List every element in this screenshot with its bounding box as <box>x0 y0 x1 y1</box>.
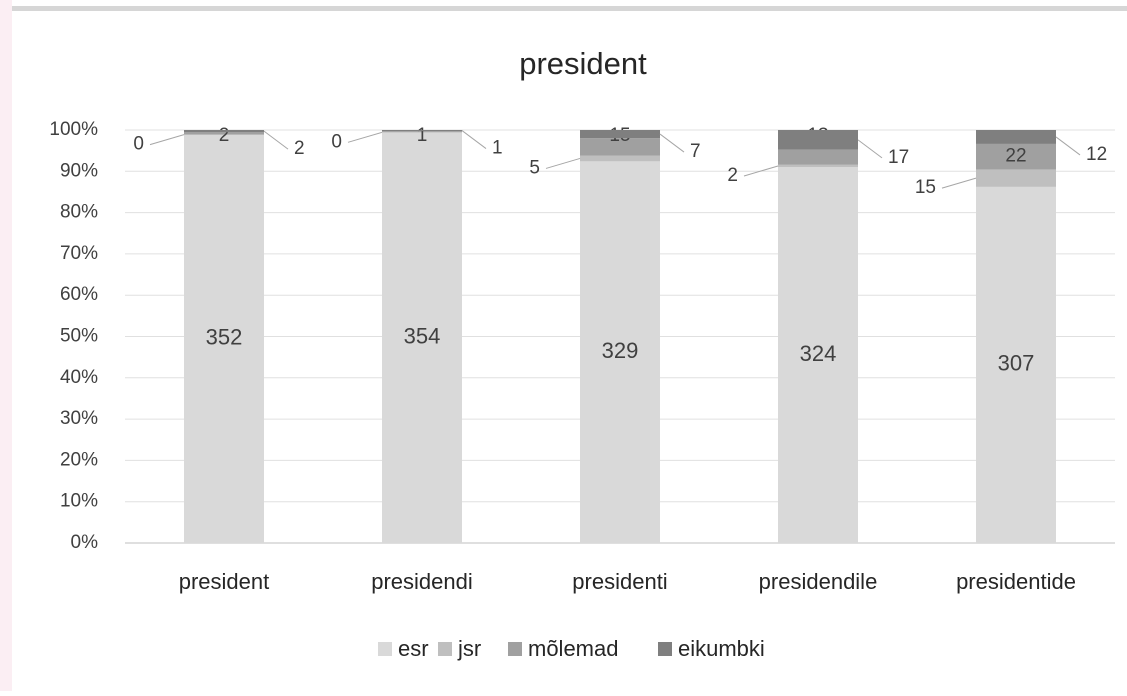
legend-swatch <box>438 642 452 656</box>
leader-line <box>743 165 779 177</box>
legend-label: mõlemad <box>528 636 618 661</box>
leader-line <box>263 130 289 150</box>
x-tick-label: presidenti <box>572 569 667 594</box>
data-label: 7 <box>690 141 701 162</box>
data-label: 1 <box>492 138 503 159</box>
top-border <box>12 6 1127 11</box>
bar-segment <box>382 132 462 543</box>
data-label: 0 <box>133 134 144 155</box>
data-label: 352 <box>206 325 243 350</box>
bar-segment <box>580 155 660 162</box>
y-tick-label: 20% <box>60 449 98 470</box>
y-tick-label: 60% <box>60 284 98 305</box>
bar-segment <box>382 130 462 132</box>
bar-segment <box>580 161 660 543</box>
y-tick-label: 100% <box>49 119 98 140</box>
bar-segment <box>778 149 858 165</box>
y-tick-label: 50% <box>60 326 98 347</box>
data-label: 329 <box>602 338 639 363</box>
leader-line <box>149 134 185 146</box>
y-tick-label: 40% <box>60 367 98 388</box>
x-tick-label: presidendile <box>759 569 878 594</box>
data-label: 354 <box>404 323 441 348</box>
chart-title: president <box>519 46 647 81</box>
leader-line <box>347 131 383 143</box>
data-label: 17 <box>888 147 909 168</box>
data-label: 1 <box>417 125 428 146</box>
legend-label: jsr <box>457 636 481 661</box>
bar-segment <box>580 130 660 139</box>
leader-line <box>941 177 977 189</box>
data-label: 0 <box>331 131 342 152</box>
data-label: 5 <box>529 157 540 178</box>
y-tick-label: 70% <box>60 243 98 264</box>
bar-segment <box>382 131 462 133</box>
leader-line <box>545 157 581 169</box>
y-tick-label: 90% <box>60 160 98 181</box>
bar-segment <box>976 130 1056 144</box>
legend-swatch <box>378 642 392 656</box>
data-label: 2 <box>219 125 230 146</box>
legend-swatch <box>508 642 522 656</box>
bar-segment <box>580 138 660 156</box>
y-tick-label: 10% <box>60 491 98 512</box>
data-label: 12 <box>1086 144 1107 165</box>
data-label: 2 <box>294 138 305 159</box>
legend-label: esr <box>398 636 429 661</box>
side-strip <box>0 0 12 691</box>
legend-swatch <box>658 642 672 656</box>
data-label: 2 <box>727 165 738 186</box>
leader-line <box>1055 136 1081 156</box>
x-tick-label: presidentide <box>956 569 1076 594</box>
y-tick-label: 0% <box>71 532 99 553</box>
leader-line <box>461 130 487 149</box>
data-label: 22 <box>1005 146 1026 167</box>
bar-segment <box>184 130 264 133</box>
leader-line <box>857 139 883 159</box>
data-label: 307 <box>998 351 1035 376</box>
legend-label: eikumbki <box>678 636 765 661</box>
bar-segment <box>778 164 858 168</box>
x-tick-label: president <box>179 569 270 594</box>
bar-segment <box>184 132 264 135</box>
y-tick-label: 80% <box>60 202 98 223</box>
bar-segment <box>976 143 1056 170</box>
bar-segment <box>976 186 1056 543</box>
leader-line <box>659 133 685 153</box>
bar-segment <box>778 167 858 543</box>
data-label: 324 <box>800 341 837 366</box>
y-tick-label: 30% <box>60 408 98 429</box>
bar-segment <box>184 134 264 543</box>
bar-segment <box>976 169 1056 187</box>
x-tick-label: presidendi <box>371 569 473 594</box>
data-label: 15 <box>915 177 936 198</box>
bar-segment <box>778 130 858 150</box>
